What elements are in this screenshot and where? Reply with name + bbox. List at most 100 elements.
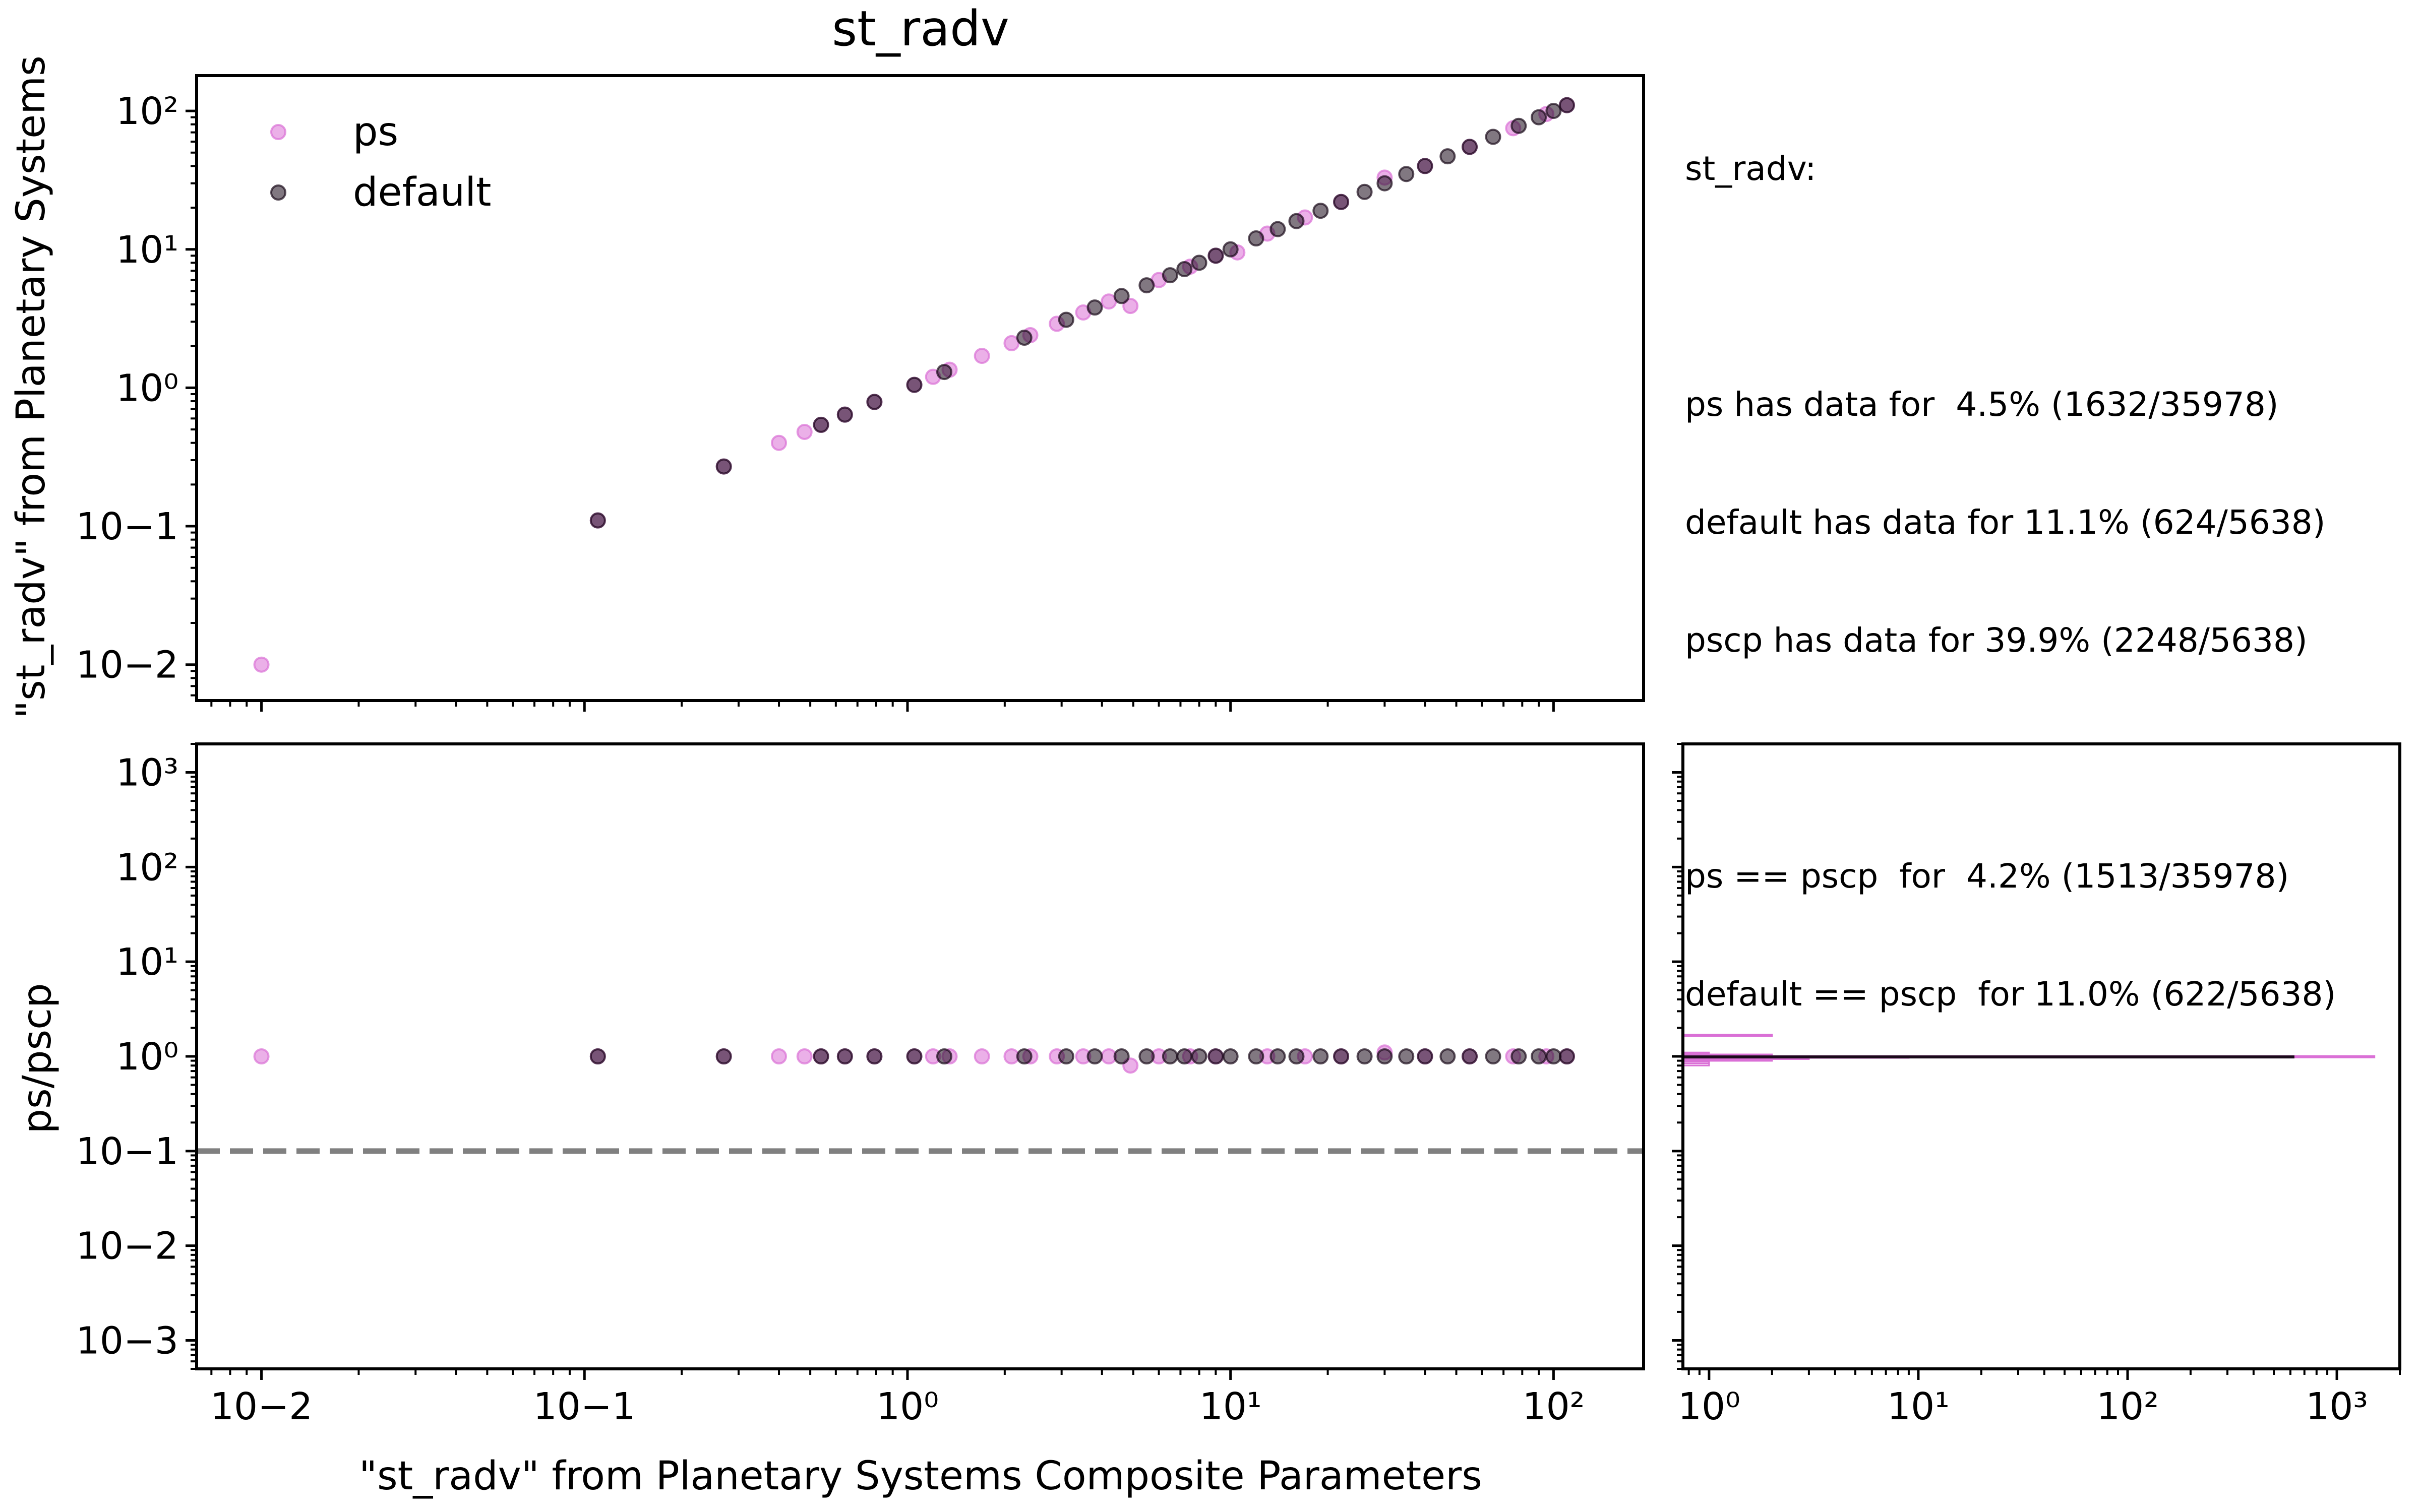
data-point-default xyxy=(1531,1048,1547,1064)
data-point-default xyxy=(813,1048,829,1064)
x-tick-label: 10⁰ xyxy=(1678,1385,1740,1428)
data-point-default xyxy=(1207,247,1224,264)
data-point-default xyxy=(1016,330,1033,346)
x-tick-label: 10² xyxy=(2096,1385,2159,1428)
data-point-default xyxy=(1113,1048,1130,1064)
main-title: st_radv xyxy=(832,1,1009,57)
stats-line: ps has data for 4.5% (1632/35978) xyxy=(1685,385,2279,424)
data-point-default xyxy=(1162,267,1178,284)
data-point-default xyxy=(1417,158,1433,174)
main-axes: 10−2 10−1 10⁰ 10¹ 10² xyxy=(76,90,1555,712)
data-point-default xyxy=(866,394,883,410)
data-point-default xyxy=(1288,213,1305,229)
ratio-xlabel: "st_radv" from Planetary Systems Composi… xyxy=(359,1454,1482,1499)
data-point-default xyxy=(1558,1048,1575,1064)
data-point-default xyxy=(1176,1048,1193,1064)
stats-line xyxy=(1685,739,2336,778)
ratio-frame xyxy=(195,742,1645,1370)
data-point-default xyxy=(1248,1048,1264,1064)
data-point-default xyxy=(1191,255,1207,271)
data-point-default xyxy=(1417,1048,1433,1064)
data-point-default xyxy=(1485,129,1501,145)
data-point-default xyxy=(866,1048,883,1064)
x-tick-label: 10⁰ xyxy=(876,1385,939,1428)
data-point-default xyxy=(813,416,829,433)
x-tick-label: 10¹ xyxy=(1199,1385,1262,1428)
data-point-default xyxy=(1176,261,1193,277)
y-tick-label: 10−3 xyxy=(76,1319,178,1362)
data-point-default xyxy=(1439,1048,1456,1064)
legend-marker-ps xyxy=(270,124,286,140)
data-point-ps xyxy=(253,1048,270,1064)
y-tick-label: 10−2 xyxy=(76,1225,178,1268)
hist-bar-default xyxy=(1682,1055,2294,1059)
data-point-default xyxy=(715,1048,732,1064)
data-point-ps xyxy=(974,348,990,364)
legend-label-ps: ps xyxy=(353,109,398,155)
ratio-points xyxy=(253,1044,1575,1074)
data-point-default xyxy=(1356,1048,1373,1064)
data-point-default xyxy=(906,1048,923,1064)
data-point-default xyxy=(1222,1048,1239,1064)
stats-line: default == pscp for 11.0% (622/5638) xyxy=(1685,975,2336,1014)
data-point-default xyxy=(1439,148,1456,165)
data-point-ps xyxy=(253,656,270,673)
data-point-ps xyxy=(771,434,788,451)
legend: ps default xyxy=(270,109,491,215)
data-point-default xyxy=(1356,183,1373,200)
data-point-default xyxy=(936,364,952,381)
data-point-default xyxy=(1333,194,1350,210)
data-point-default xyxy=(1058,311,1074,328)
data-point-default xyxy=(1138,277,1155,294)
data-point-default xyxy=(936,1048,952,1064)
data-point-default xyxy=(1269,1048,1286,1064)
y-tick-label: 10⁰ xyxy=(116,1035,178,1079)
y-tick-label: 10³ xyxy=(116,751,178,795)
data-point-default xyxy=(1113,288,1130,304)
data-point-default xyxy=(1222,241,1239,258)
y-tick-label: 10−1 xyxy=(76,505,178,548)
ratio-axes: 10−2 10−1 10⁰ 10¹ 10² 10−3 10−2 10−1 10⁰ 10¹ 10² 10… xyxy=(76,743,1585,1428)
data-point-default xyxy=(1207,1048,1224,1064)
data-point-default xyxy=(715,458,732,475)
data-point-ps xyxy=(796,423,813,440)
data-point-default xyxy=(906,376,923,393)
data-point-default xyxy=(1545,1048,1562,1064)
legend-marker-default xyxy=(270,184,286,201)
data-point-default xyxy=(1376,1048,1393,1064)
data-point-default xyxy=(1462,1048,1478,1064)
legend-label-default: default xyxy=(353,170,491,215)
main-frame xyxy=(195,74,1645,702)
data-point-ps xyxy=(1122,298,1139,314)
stats-line: default has data for 11.1% (624/5638) xyxy=(1685,503,2326,542)
data-point-default xyxy=(1376,175,1393,192)
ratio-panel: ps/pscp "st_radv" from Planetary Systems… xyxy=(15,742,1645,1499)
data-point-default xyxy=(1312,203,1329,219)
data-point-default xyxy=(589,1048,606,1064)
data-point-default xyxy=(1086,299,1103,316)
data-point-default xyxy=(1398,1048,1415,1064)
data-point-default xyxy=(836,406,853,423)
data-point-default xyxy=(1558,97,1575,113)
data-point-default xyxy=(1288,1048,1305,1064)
main-ylabel: "st_radv" from Planetary Systems xyxy=(9,55,54,718)
data-point-ps xyxy=(771,1048,788,1064)
x-tick-label: 10−1 xyxy=(533,1385,636,1428)
data-point-default xyxy=(1191,1048,1207,1064)
stats-line xyxy=(1685,267,2336,306)
x-tick-label: 10² xyxy=(1522,1385,1585,1428)
y-tick-label: 10² xyxy=(116,90,178,133)
y-tick-label: 10¹ xyxy=(116,940,178,984)
data-point-default xyxy=(1510,117,1527,134)
data-point-default xyxy=(1016,1048,1033,1064)
data-point-ps xyxy=(974,1048,990,1064)
hist-frame xyxy=(1681,742,2401,1370)
data-point-default xyxy=(1269,221,1286,237)
data-point-default xyxy=(1333,1048,1350,1064)
data-point-default xyxy=(589,512,606,529)
stats-line: ps == pscp for 4.2% (1513/35978) xyxy=(1685,857,2289,896)
stats-line: pscp has data for 39.9% (2248/5638) xyxy=(1685,621,2308,660)
data-point-default xyxy=(1248,230,1264,247)
data-point-default xyxy=(1531,109,1547,125)
stats-annotation: st_radv: ps has data for 4.5% (1632/3597… xyxy=(1685,71,2336,1053)
